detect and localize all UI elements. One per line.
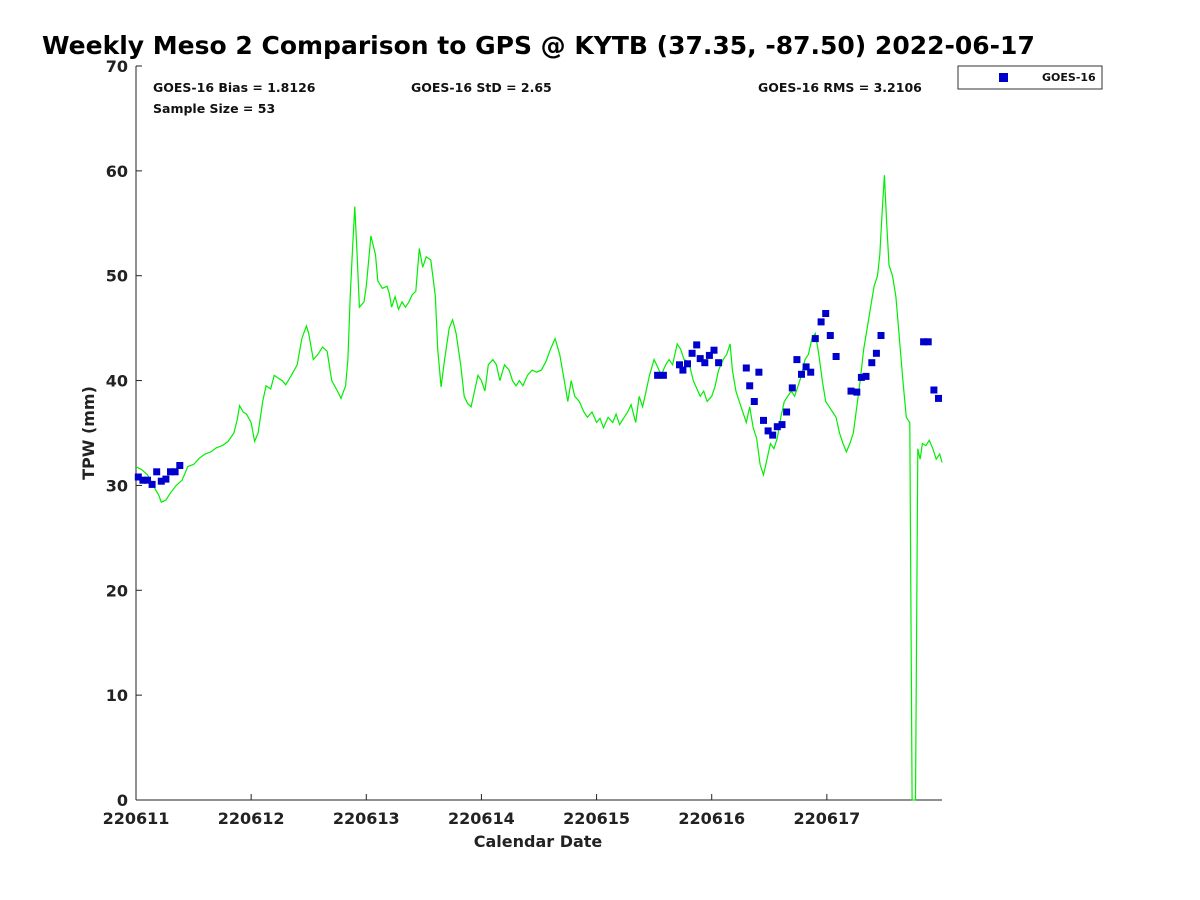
data-point bbox=[817, 318, 825, 326]
data-point bbox=[769, 431, 777, 439]
std-annotation: GOES-16 StD = 2.65 bbox=[411, 80, 552, 95]
data-point bbox=[134, 473, 142, 481]
y-tick-label: 60 bbox=[106, 162, 128, 181]
series-points bbox=[134, 310, 942, 488]
data-point bbox=[705, 351, 713, 359]
x-axis-ticks: 220611 220612 220613 220614 220615 220616 2206… bbox=[103, 794, 860, 828]
x-tick-label: 220613 bbox=[333, 809, 400, 828]
y-axis-label: TPW (mm) bbox=[79, 386, 98, 480]
y-tick-label: 0 bbox=[117, 791, 128, 810]
data-point bbox=[153, 468, 161, 476]
data-point bbox=[710, 346, 718, 354]
data-point bbox=[654, 371, 662, 379]
x-tick-label: 220612 bbox=[218, 809, 285, 828]
data-point bbox=[793, 356, 801, 364]
x-axis-label: Calendar Date bbox=[474, 832, 603, 851]
data-point bbox=[742, 364, 750, 372]
legend-label: GOES-16 bbox=[1042, 71, 1096, 84]
data-point bbox=[832, 353, 840, 360]
data-point bbox=[935, 394, 942, 402]
data-point bbox=[144, 476, 151, 484]
y-tick-label: 50 bbox=[106, 267, 128, 286]
data-point bbox=[162, 475, 170, 483]
data-point bbox=[715, 359, 723, 367]
data-point bbox=[822, 310, 830, 317]
data-point bbox=[760, 416, 767, 424]
data-point bbox=[167, 468, 174, 476]
data-point bbox=[872, 349, 880, 357]
data-point bbox=[746, 382, 754, 390]
x-tick-label: 220614 bbox=[448, 809, 515, 828]
data-point bbox=[847, 387, 855, 395]
data-point bbox=[688, 349, 696, 357]
series-line bbox=[135, 175, 943, 801]
data-point bbox=[157, 477, 165, 485]
y-axis-ticks: 0 10 20 30 40 50 60 70 bbox=[106, 57, 142, 810]
y-tick-label: 40 bbox=[106, 372, 128, 391]
y-tick-label: 70 bbox=[106, 57, 128, 76]
data-point bbox=[659, 371, 667, 379]
data-point bbox=[798, 370, 805, 378]
data-point bbox=[853, 388, 861, 396]
x-tick-label: 220615 bbox=[563, 809, 630, 828]
data-point bbox=[857, 373, 865, 381]
data-point bbox=[701, 359, 709, 367]
x-tick-label: 220616 bbox=[678, 809, 745, 828]
data-point bbox=[802, 363, 810, 371]
rms-annotation: GOES-16 RMS = 3.2106 bbox=[758, 80, 922, 95]
data-point bbox=[679, 366, 687, 374]
data-point bbox=[826, 332, 834, 339]
y-tick-label: 20 bbox=[106, 581, 128, 600]
data-point bbox=[783, 408, 791, 416]
data-point bbox=[148, 480, 156, 488]
x-tick-label: 220611 bbox=[103, 809, 170, 828]
data-point bbox=[807, 368, 815, 376]
data-point bbox=[788, 384, 796, 392]
data-point bbox=[868, 359, 876, 367]
data-point bbox=[924, 338, 932, 346]
chart-title: Weekly Meso 2 Comparison to GPS @ KYTB (… bbox=[42, 31, 1035, 60]
legend-box bbox=[957, 65, 1103, 90]
legend-marker bbox=[999, 73, 1008, 82]
data-point bbox=[139, 476, 147, 484]
data-point bbox=[920, 338, 928, 346]
data-point bbox=[930, 386, 938, 394]
sample-size-annotation: Sample Size = 53 bbox=[153, 101, 275, 116]
data-point bbox=[862, 372, 870, 380]
data-point bbox=[693, 341, 701, 349]
data-point bbox=[696, 355, 704, 363]
data-point bbox=[176, 462, 184, 469]
y-tick-label: 10 bbox=[106, 686, 128, 705]
data-point bbox=[676, 361, 683, 369]
x-tick-label: 220617 bbox=[793, 809, 860, 828]
data-point bbox=[684, 360, 691, 368]
data-point bbox=[877, 332, 885, 339]
plot-area: 0 10 20 30 40 50 60 70 220611 220612 220613 220614… bbox=[103, 57, 943, 828]
legend: GOES-16 bbox=[957, 65, 1103, 90]
bias-annotation: GOES-16 Bias = 1.8126 bbox=[153, 80, 316, 95]
data-point bbox=[811, 335, 819, 343]
data-point bbox=[171, 468, 179, 476]
y-tick-label: 30 bbox=[106, 476, 128, 495]
data-point bbox=[750, 398, 758, 405]
data-point bbox=[773, 423, 781, 431]
data-point bbox=[778, 421, 786, 429]
data-point bbox=[755, 368, 763, 376]
data-point bbox=[764, 427, 772, 435]
